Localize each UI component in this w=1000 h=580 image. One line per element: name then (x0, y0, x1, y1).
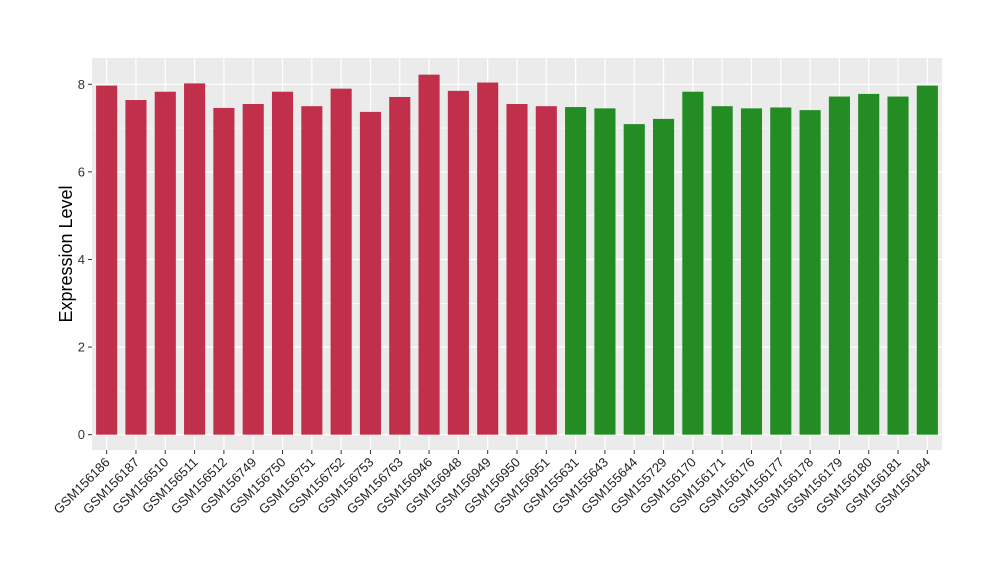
y-axis: 0 2 4 6 8 (78, 77, 92, 442)
bar (301, 106, 323, 435)
y-tick-label: 4 (78, 252, 85, 267)
bar (418, 74, 440, 435)
bar (154, 91, 176, 435)
bar (623, 124, 645, 435)
bar (711, 106, 733, 435)
bar (770, 107, 792, 435)
bar (389, 96, 411, 435)
x-axis: GSM156186GSM156187GSM156510GSM156511GSM1… (51, 450, 933, 517)
bar (594, 108, 616, 435)
bar (213, 107, 235, 435)
bars (96, 74, 938, 435)
bar (828, 96, 850, 435)
bar (506, 103, 528, 435)
bar (799, 110, 821, 435)
bar (96, 85, 118, 435)
bar (184, 83, 206, 435)
y-tick-label: 0 (78, 427, 85, 442)
y-axis-title: Expression Level (56, 185, 76, 322)
bar (330, 88, 352, 435)
y-tick-label: 6 (78, 164, 85, 179)
bar (125, 100, 147, 435)
bar (477, 82, 499, 435)
bar (565, 107, 587, 435)
bar (447, 90, 469, 435)
bar (887, 96, 909, 435)
bar (271, 91, 294, 435)
y-tick-label: 8 (78, 77, 85, 92)
bar (858, 93, 880, 435)
bar (916, 85, 938, 435)
bar (740, 108, 763, 435)
bar (682, 91, 704, 435)
bar (653, 118, 675, 435)
y-tick-label: 2 (78, 340, 85, 355)
bar (359, 111, 381, 435)
bar (535, 106, 557, 435)
bar (242, 103, 264, 435)
